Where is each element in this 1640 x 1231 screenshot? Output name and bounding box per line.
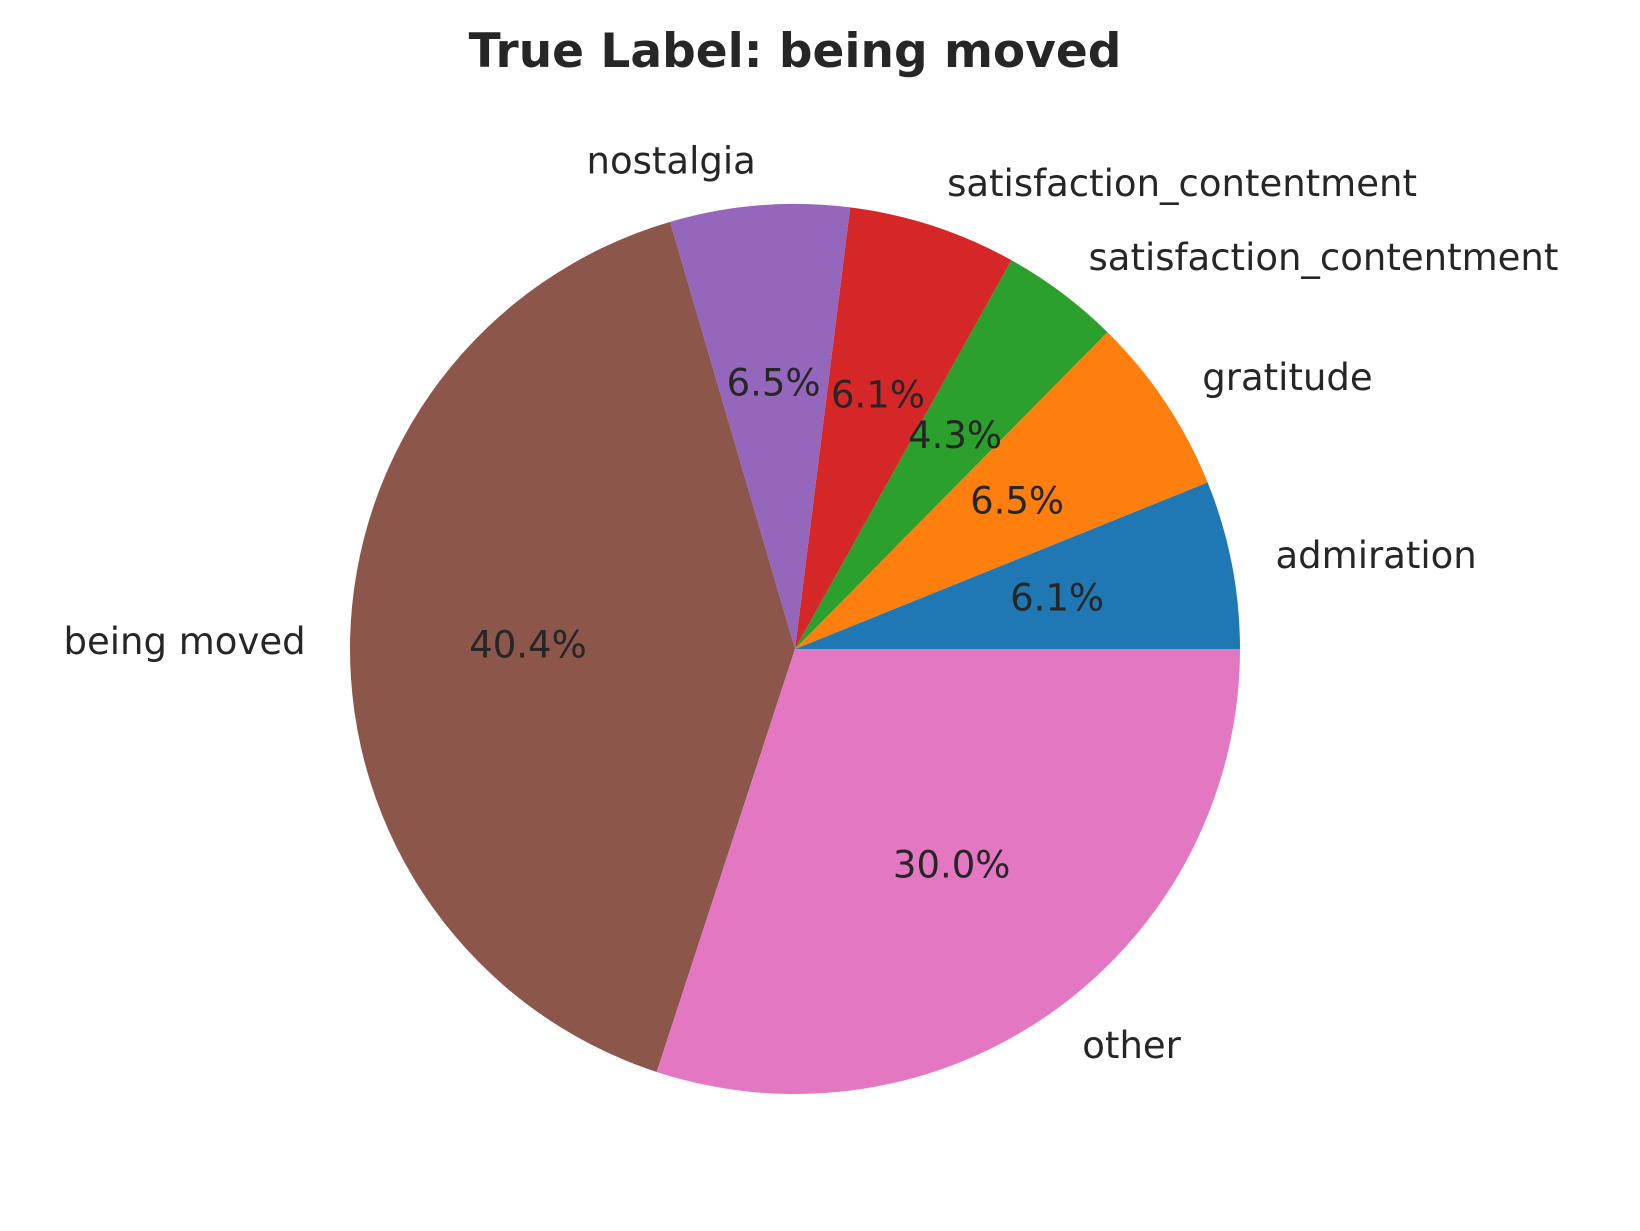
slice-label-2: satisfaction_contentment xyxy=(1089,236,1559,279)
percent-label-2: 4.3% xyxy=(908,414,1002,457)
slice-label-5: being moved xyxy=(64,620,306,663)
pie-slice-5 xyxy=(350,221,795,1072)
pie-slice-3 xyxy=(795,207,1012,649)
pie-slices xyxy=(350,204,1240,1094)
slice-label-1: gratitude xyxy=(1202,356,1372,399)
pie-slice-4 xyxy=(670,204,851,650)
percent-label-5: 40.4% xyxy=(469,623,587,666)
chart-title: True Label: being moved xyxy=(469,24,1122,79)
slice-label-4: nostalgia xyxy=(587,140,756,183)
percent-label-6: 30.0% xyxy=(893,844,1011,887)
percent-label-3: 6.1% xyxy=(831,374,925,417)
percent-label-1: 6.5% xyxy=(970,479,1064,522)
slice-label-6: other xyxy=(1082,1024,1181,1067)
slice-label-0: admiration xyxy=(1276,534,1477,577)
percent-labels: 6.1%6.5%4.3%6.1%6.5%40.4%30.0% xyxy=(469,361,1104,886)
pie-slice-6 xyxy=(656,649,1240,1094)
slice-labels: admiration gratitude satisfaction_contentm… xyxy=(64,140,1559,1067)
pie-slice-1 xyxy=(795,332,1208,649)
percent-label-0: 6.1% xyxy=(1010,577,1104,620)
pie-slice-0 xyxy=(795,482,1240,649)
percent-label-4: 6.5% xyxy=(727,361,821,404)
slice-label-3: satisfaction_contentment xyxy=(947,162,1417,205)
pie-slice-2 xyxy=(795,260,1108,649)
